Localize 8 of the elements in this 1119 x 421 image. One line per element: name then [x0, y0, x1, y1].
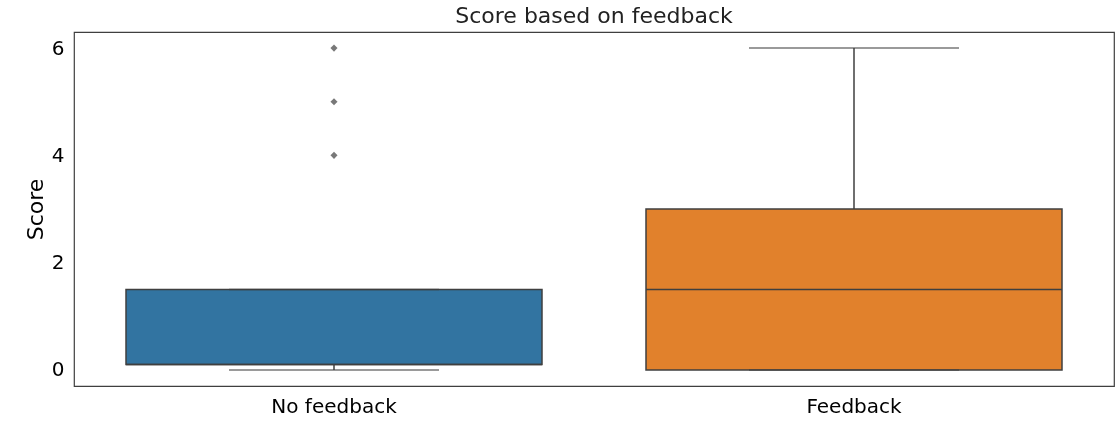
x-tick-label: Feedback: [806, 393, 903, 418]
y-tick-label: 6: [51, 35, 65, 60]
y-tick-label: 0: [51, 357, 65, 382]
y-axis-title: Score: [22, 178, 48, 241]
chart-title: Score based on feedback: [455, 3, 733, 28]
x-tick-label: No feedback: [271, 393, 398, 418]
y-tick-label: 4: [51, 142, 65, 167]
y-tick-label: 2: [51, 250, 65, 275]
